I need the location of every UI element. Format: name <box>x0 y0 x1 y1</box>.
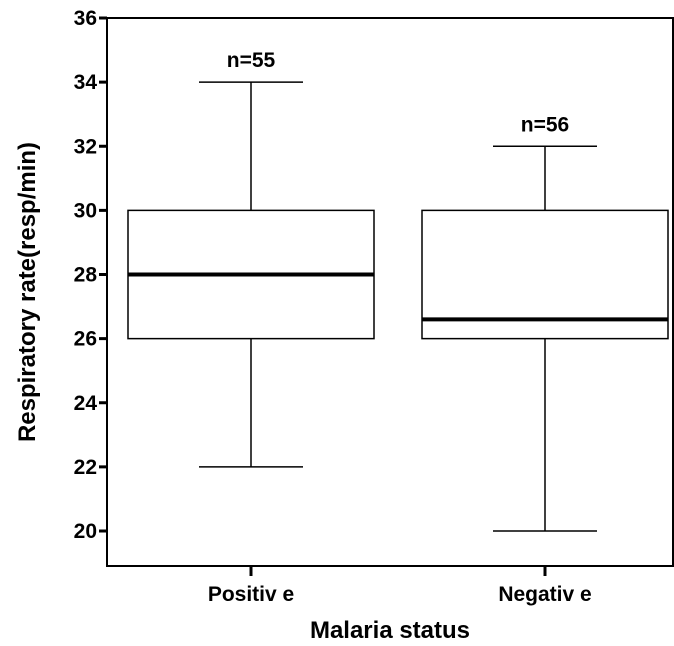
y-tick-label: 20 <box>74 520 97 543</box>
y-tick-label: 24 <box>74 392 98 415</box>
x-tick-label: Positiv e <box>208 583 294 606</box>
iqr-box <box>421 209 669 340</box>
x-axis-title: Malaria status <box>310 617 470 644</box>
y-tick-label: 30 <box>74 199 97 222</box>
box-2: n=56 <box>421 113 669 532</box>
y-tick-label: 22 <box>74 456 97 479</box>
n-label: n=55 <box>227 49 276 72</box>
y-axis-title: Respiratory rate(resp/min) <box>14 142 41 442</box>
x-tick-label: Negativ e <box>498 583 591 606</box>
plot-border <box>106 17 674 567</box>
y-tick-label: 32 <box>74 135 97 158</box>
x-axis: Positiv e Negativ e <box>208 566 592 606</box>
y-axis: 20 22 24 26 28 30 32 34 36 <box>74 7 107 543</box>
box-series: n=55 n=56 <box>127 49 669 532</box>
y-tick-label: 36 <box>74 7 97 30</box>
n-label: n=56 <box>521 113 569 136</box>
box-1: n=55 <box>127 49 375 468</box>
plot-frame <box>106 17 674 567</box>
y-tick-label: 34 <box>74 71 98 94</box>
y-tick-label: 26 <box>74 328 97 351</box>
y-tick-label: 28 <box>74 264 98 287</box>
